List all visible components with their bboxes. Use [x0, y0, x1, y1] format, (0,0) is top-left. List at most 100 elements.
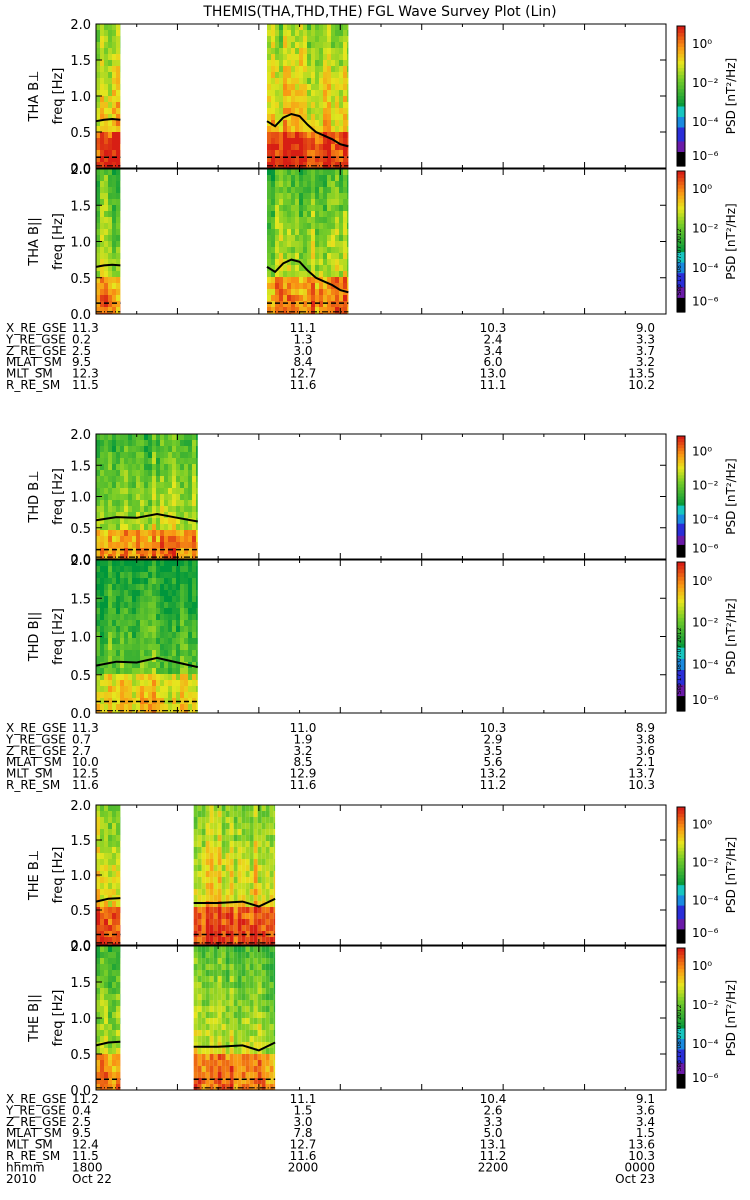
- ephemeris-value: 10.3: [628, 778, 655, 792]
- spectrogram-cell: [283, 265, 287, 271]
- spectrogram-cell: [116, 970, 120, 976]
- spectrogram-cell: [343, 259, 347, 265]
- spectrogram-cell: [168, 476, 172, 482]
- spectrogram-cell: [225, 895, 230, 901]
- spectrogram-cell: [96, 829, 100, 835]
- spectrogram-cell: [233, 1048, 238, 1054]
- spectrogram-cell: [152, 452, 156, 458]
- spectrogram-cell: [112, 482, 116, 488]
- spectrogram-cell: [172, 560, 176, 566]
- spectrogram-cell: [291, 30, 295, 36]
- spectrogram-cell: [261, 946, 266, 952]
- spectrogram-cell: [331, 24, 335, 30]
- spectrogram-cell: [116, 1066, 120, 1072]
- spectrogram-cell: [112, 476, 116, 482]
- spectrogram-cell: [100, 72, 104, 78]
- spectrogram-cell: [120, 608, 124, 614]
- spectrogram-cell: [197, 1072, 202, 1078]
- spectrogram-cell: [303, 42, 307, 48]
- spectrogram-cell: [116, 1042, 120, 1048]
- spectrogram-cell: [257, 988, 262, 994]
- spectrogram-cell: [331, 271, 335, 277]
- spectrogram-cell: [217, 1078, 222, 1084]
- spectrogram-cell: [249, 835, 254, 841]
- spectrogram-cell: [323, 102, 327, 108]
- spectrogram-cell: [245, 925, 250, 931]
- spectrogram-cell: [164, 578, 168, 584]
- spectrogram-cell: [319, 72, 323, 78]
- spectrogram-cell: [193, 1024, 198, 1030]
- spectrogram-cell: [279, 66, 283, 72]
- spectrogram-cell: [108, 150, 112, 156]
- colorbar-cell: [677, 148, 685, 153]
- spectrogram-cell: [112, 265, 116, 271]
- colorbar-cell: [677, 54, 685, 59]
- spectrogram-cell: [96, 572, 100, 578]
- spectrogram-cell: [124, 638, 128, 644]
- spectrogram-cell: [100, 205, 104, 211]
- spectrogram-cell: [164, 644, 168, 650]
- spectrogram-cell: [323, 229, 327, 235]
- colorbar-tick-label: 10⁻⁶: [692, 926, 719, 940]
- spectrogram-cell: [192, 572, 196, 578]
- spectrogram-cell: [176, 704, 180, 710]
- spectrogram-cell: [299, 181, 303, 187]
- ephemeris-row-label: hhmm: [6, 1160, 45, 1174]
- spectrogram-cell: [100, 301, 104, 307]
- colorbar-tick-label: 10⁻⁴: [692, 261, 719, 275]
- y-tick-label: 2.0: [70, 163, 91, 178]
- spectrogram-cell: [327, 253, 331, 259]
- spectrogram-cell: [112, 823, 116, 829]
- spectrogram-cell: [287, 132, 291, 138]
- spectrogram-cell: [339, 90, 343, 96]
- spectrogram-cell: [225, 907, 230, 913]
- ephemeris-value: 8.5: [293, 755, 312, 769]
- spectrogram-cell: [193, 1084, 198, 1090]
- spectrogram-cell: [184, 632, 188, 638]
- spectrogram-cell: [319, 241, 323, 247]
- spectrogram-cell: [100, 686, 104, 692]
- spectrogram-cell: [104, 994, 108, 1000]
- spectrogram-cell: [160, 548, 164, 554]
- spectrogram-cell: [176, 530, 180, 536]
- spectrogram-cell: [108, 187, 112, 193]
- colorbar-cell: [677, 78, 685, 83]
- spectrogram-cell: [265, 1084, 270, 1090]
- spectrogram-cell: [112, 30, 116, 36]
- colorbar-cell: [677, 871, 685, 876]
- spectrogram-cell: [343, 156, 347, 162]
- spectrogram-cell: [116, 150, 120, 156]
- spectrogram-cell: [323, 30, 327, 36]
- spectrogram-cell: [205, 931, 210, 937]
- spectrogram-cell: [323, 84, 327, 90]
- spectrogram-cell: [156, 686, 160, 692]
- spectrogram-cell: [307, 60, 311, 66]
- spectrogram-cell: [128, 464, 132, 470]
- spectrogram-cell: [249, 988, 254, 994]
- spectrogram-cell: [172, 440, 176, 446]
- colorbar-tick-label: 10⁻²: [692, 221, 719, 235]
- spectrogram-cell: [100, 925, 104, 931]
- colorbar-cell: [677, 174, 685, 179]
- y-tick-label: 1.5: [70, 459, 91, 474]
- spectrogram-cell: [108, 482, 112, 488]
- spectrogram-cell: [315, 90, 319, 96]
- spectrogram-cell: [327, 30, 331, 36]
- spectrogram-cell: [96, 608, 100, 614]
- spectrogram-cell: [269, 853, 274, 859]
- spectrogram-cell: [96, 66, 100, 72]
- spectrogram-cell: [225, 1024, 230, 1030]
- spectrogram-cell: [156, 482, 160, 488]
- spectrogram-cell: [108, 500, 112, 506]
- spectrogram-cell: [287, 84, 291, 90]
- spectrogram-cell: [148, 458, 152, 464]
- spectrogram-cell: [339, 271, 343, 277]
- spectrogram-cell: [307, 102, 311, 108]
- spectrogram-cell: [136, 710, 140, 713]
- spectrogram-cell: [188, 464, 192, 470]
- spectrogram-cell: [271, 247, 275, 253]
- spectrogram-cell: [96, 259, 100, 265]
- y-tick-label: 2.0: [70, 428, 91, 443]
- spectrogram-cell: [343, 78, 347, 84]
